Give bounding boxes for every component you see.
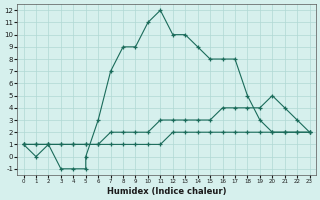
X-axis label: Humidex (Indice chaleur): Humidex (Indice chaleur) [107, 187, 226, 196]
